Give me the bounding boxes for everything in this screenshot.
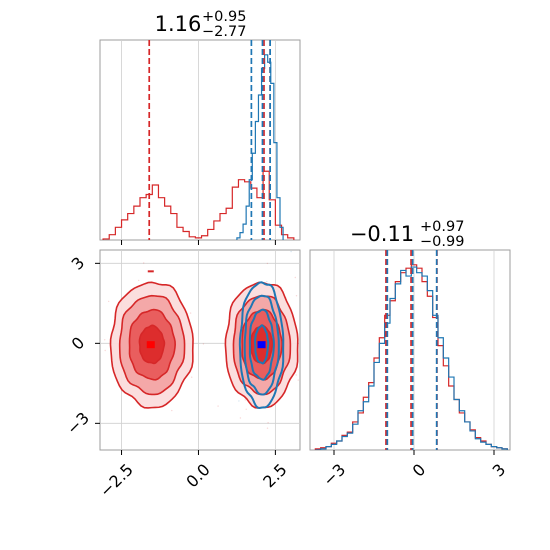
x-tick-label-1: 0.0 bbox=[182, 460, 213, 491]
scatter-point bbox=[238, 400, 240, 402]
marginal-2-quantile-lines bbox=[385, 250, 438, 450]
scatter-point bbox=[294, 276, 296, 279]
contour-blue-blob0-level0 bbox=[238, 281, 285, 409]
contour-blue-blob0-level3 bbox=[254, 324, 270, 365]
marginal-2-title-plus: +0.97 bbox=[420, 219, 464, 235]
marginal-1-ticks bbox=[121, 240, 276, 245]
marginal-2-grid bbox=[333, 250, 495, 450]
peak-marker-blue-0 bbox=[257, 341, 266, 349]
scatter-point bbox=[104, 339, 106, 341]
scatter-point bbox=[191, 376, 193, 378]
y-tick-label-1: 0 bbox=[68, 333, 89, 354]
contour-blue-blob0-level2 bbox=[248, 308, 275, 381]
marginal-2-title-minus: −0.99 bbox=[420, 234, 464, 250]
marginal-1-title: 1.16 bbox=[155, 12, 202, 36]
scatter-point bbox=[306, 401, 307, 402]
marginal-1-quantile-lines bbox=[148, 40, 272, 240]
x-tick-label-0: −2.5 bbox=[96, 460, 137, 501]
scatter-point bbox=[138, 279, 140, 282]
peak-marker-red-0 bbox=[146, 341, 155, 349]
scatter-point bbox=[295, 374, 297, 376]
x-tick-label-0: −3 bbox=[319, 460, 349, 490]
scatter-point bbox=[244, 399, 246, 401]
scatter-point bbox=[297, 379, 299, 381]
marginal-2-histograms bbox=[314, 264, 508, 450]
x-tick-label-2: 3 bbox=[489, 460, 510, 481]
contour-blue-blob0-level1 bbox=[243, 294, 280, 396]
x-tick-label-2: 2.5 bbox=[259, 460, 290, 491]
scatter-point bbox=[217, 405, 219, 407]
joint-peak-markers bbox=[146, 270, 266, 349]
joint-panel: −2.5 0.0 2.5 −3 0 3 bbox=[63, 249, 307, 501]
scatter-point bbox=[143, 262, 145, 264]
scatter-point bbox=[189, 312, 192, 314]
marginal-2-title: −0.11 bbox=[350, 222, 414, 246]
scatter-point bbox=[301, 340, 302, 341]
scatter-point bbox=[104, 349, 106, 352]
marginal-2-title-main: −0.11 bbox=[350, 222, 414, 246]
y-tick-label-0: −3 bbox=[63, 408, 93, 438]
scatter-point bbox=[266, 427, 269, 429]
scatter-point bbox=[267, 422, 269, 424]
scatter-point bbox=[266, 262, 269, 265]
scatter-point bbox=[202, 343, 205, 345]
marginal-1-title-plus: +0.95 bbox=[202, 9, 246, 25]
scatter-point bbox=[239, 417, 242, 419]
scatter-point bbox=[266, 280, 268, 283]
scatter-point bbox=[245, 408, 247, 410]
histogram-series-blue bbox=[315, 266, 508, 450]
marginal-2-ticks: −3 0 3 bbox=[319, 450, 509, 490]
scatter-point bbox=[290, 250, 292, 253]
marginal-2-frame bbox=[309, 249, 511, 451]
y-tick-label-2: 3 bbox=[68, 253, 89, 274]
histogram-series-blue bbox=[236, 54, 284, 240]
scatter-point bbox=[305, 339, 306, 340]
marginal-panel-param-2: −3 0 3 −0.11 +0.97 −0.99 bbox=[309, 219, 511, 490]
scatter-point bbox=[108, 300, 110, 303]
scatter-point bbox=[171, 409, 173, 412]
marginal-panel-param-1: 1.16 +0.95 −2.77 bbox=[99, 9, 301, 245]
x-tick-label-1: 0 bbox=[409, 460, 430, 481]
marginal-1-title-minus: −2.77 bbox=[202, 24, 246, 40]
marginal-1-title-main: 1.16 bbox=[155, 12, 202, 36]
scatter-point bbox=[295, 295, 298, 297]
